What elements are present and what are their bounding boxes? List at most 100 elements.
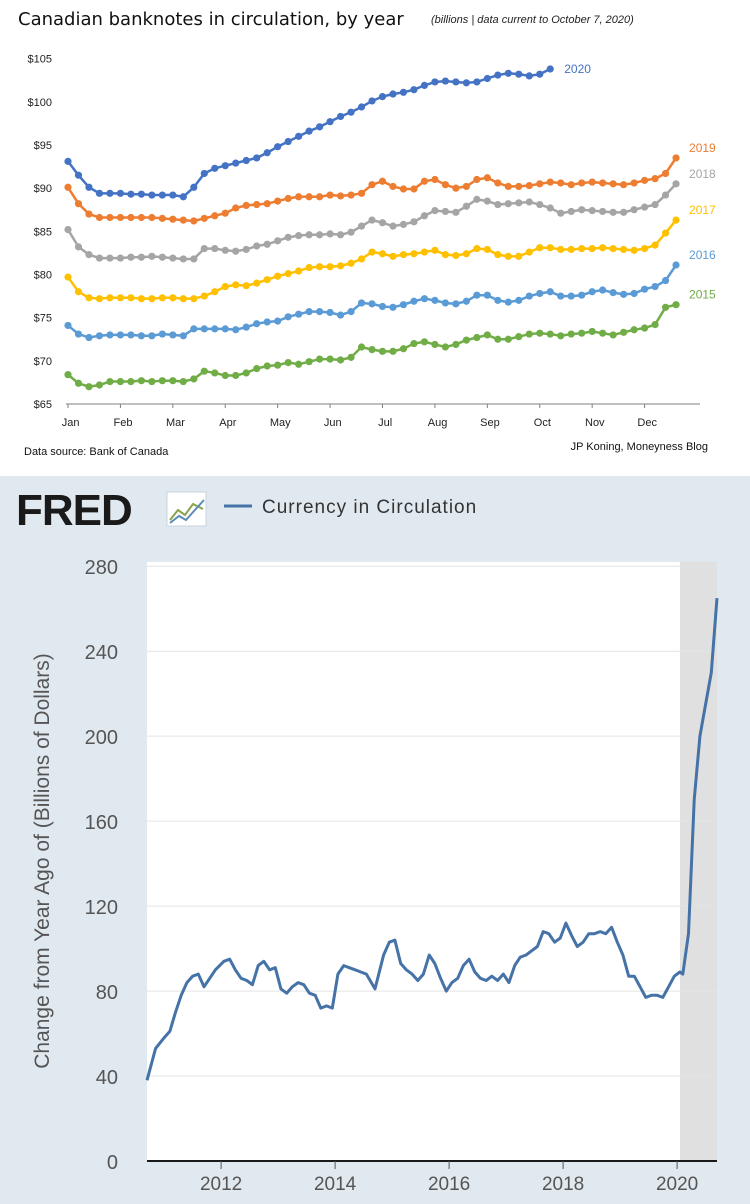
x-tick-label: 2018 xyxy=(542,1174,584,1195)
data-point xyxy=(620,181,628,189)
data-point xyxy=(242,156,250,165)
data-point xyxy=(410,86,418,94)
data-point xyxy=(74,200,83,208)
x-tick-label: Mar xyxy=(166,417,185,429)
data-point xyxy=(557,245,565,254)
data-point xyxy=(536,289,544,298)
data-point xyxy=(263,318,271,326)
data-point xyxy=(179,255,187,263)
data-point xyxy=(441,181,449,189)
data-point xyxy=(661,169,670,178)
data-point xyxy=(630,179,638,187)
y-tick-label: $70 xyxy=(34,356,52,368)
data-point xyxy=(389,222,397,230)
data-point xyxy=(85,383,93,391)
data-point xyxy=(483,174,491,182)
data-point xyxy=(221,246,229,254)
y-tick-label: 120 xyxy=(85,897,118,919)
data-point xyxy=(588,244,596,253)
data-point xyxy=(431,206,439,215)
data-point xyxy=(609,180,617,188)
data-point xyxy=(148,191,156,199)
data-point xyxy=(95,332,104,340)
data-point xyxy=(640,203,649,211)
data-point xyxy=(599,207,607,216)
data-point xyxy=(316,308,324,316)
data-point xyxy=(546,330,554,338)
data-point xyxy=(158,330,166,338)
data-point xyxy=(651,175,659,183)
data-point xyxy=(232,204,240,212)
data-point xyxy=(504,335,512,343)
data-point xyxy=(336,356,345,364)
data-point xyxy=(64,157,72,165)
data-point xyxy=(378,250,387,258)
data-point xyxy=(399,345,408,353)
data-point xyxy=(389,90,397,98)
data-point xyxy=(200,367,208,375)
data-point xyxy=(242,282,250,290)
data-point xyxy=(504,252,512,260)
data-point xyxy=(74,288,83,296)
data-point xyxy=(116,213,125,222)
data-point xyxy=(630,246,638,254)
data-point xyxy=(336,112,345,121)
data-point xyxy=(190,255,198,263)
data-point xyxy=(609,244,617,253)
data-point xyxy=(95,213,104,222)
data-point xyxy=(95,381,104,389)
data-point xyxy=(232,326,240,334)
data-point xyxy=(232,159,240,167)
data-point xyxy=(316,355,324,363)
data-point xyxy=(211,244,219,253)
x-tick-label: 2014 xyxy=(314,1174,357,1195)
data-point xyxy=(557,292,565,300)
data-point xyxy=(158,253,166,261)
data-point xyxy=(200,214,208,222)
x-tick-label: Aug xyxy=(428,417,448,429)
data-point xyxy=(190,217,198,225)
data-point xyxy=(588,178,596,186)
data-point xyxy=(357,343,366,351)
data-point xyxy=(295,232,303,240)
data-point xyxy=(347,108,355,116)
data-point xyxy=(672,216,680,224)
data-point xyxy=(640,244,649,253)
data-point xyxy=(137,213,145,222)
data-point xyxy=(85,333,93,342)
series-line xyxy=(66,219,678,300)
data-point xyxy=(599,244,607,252)
data-point xyxy=(263,362,271,370)
data-point xyxy=(410,185,418,193)
series-2019: 2019 xyxy=(64,141,716,225)
series-2016: 2016 xyxy=(64,248,716,342)
x-tick-label: Jul xyxy=(378,417,392,429)
data-point xyxy=(64,225,72,234)
data-point xyxy=(473,195,481,203)
data-point xyxy=(253,365,261,373)
data-point xyxy=(441,343,449,351)
y-tick-label: 160 xyxy=(85,812,118,834)
data-point xyxy=(263,200,271,208)
data-point xyxy=(336,231,345,239)
data-point xyxy=(190,295,198,303)
data-point xyxy=(651,200,659,209)
data-point xyxy=(441,207,449,216)
y-axis-label: Change from Year Ago of (Billions of Dol… xyxy=(31,653,54,1069)
data-point xyxy=(221,371,229,380)
data-point xyxy=(326,230,334,238)
series-label: 2019 xyxy=(689,141,716,155)
x-tick-label: 2016 xyxy=(428,1174,470,1195)
data-point xyxy=(431,296,439,304)
y-tick-label: 0 xyxy=(107,1152,118,1174)
data-point xyxy=(420,212,429,220)
y-tick-label: $95 xyxy=(34,140,52,152)
data-point xyxy=(504,182,512,191)
data-point xyxy=(462,202,470,210)
data-point xyxy=(588,288,596,296)
data-point xyxy=(567,245,575,254)
series-line xyxy=(66,157,678,223)
data-point xyxy=(305,358,313,366)
data-point xyxy=(378,347,387,355)
data-point xyxy=(284,233,292,241)
